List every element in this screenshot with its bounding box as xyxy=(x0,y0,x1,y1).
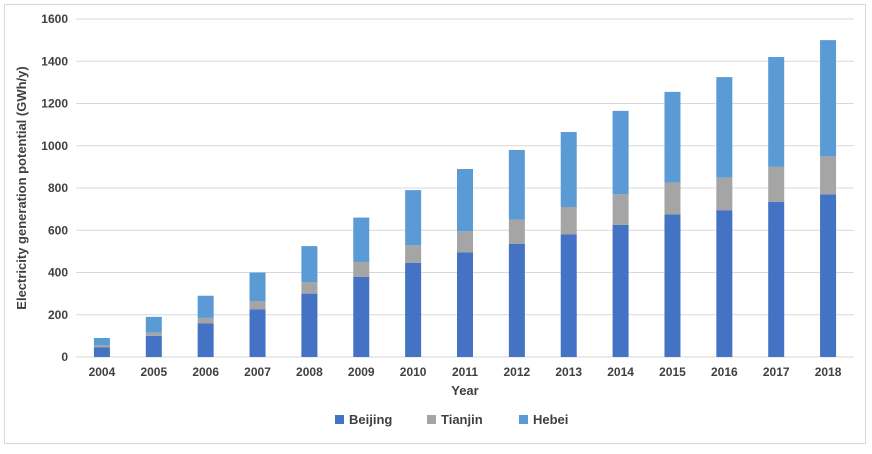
bar-beijing-2017 xyxy=(768,201,785,357)
bar-beijing-2018 xyxy=(820,194,837,357)
bar-tianjin-2008 xyxy=(301,282,318,294)
x-tick-label: 2006 xyxy=(192,365,219,379)
y-tick-label: 1000 xyxy=(41,139,68,153)
bar-beijing-2012 xyxy=(508,243,525,357)
bar-hebei-2013 xyxy=(560,132,577,208)
bar-tianjin-2005 xyxy=(145,332,162,336)
bar-tianjin-2017 xyxy=(768,166,785,202)
y-tick-label: 1400 xyxy=(41,54,68,68)
bar-tianjin-2016 xyxy=(716,177,733,211)
bar-tianjin-2018 xyxy=(820,156,837,195)
bar-beijing-2006 xyxy=(197,323,214,357)
legend: Beijing Tianjin Hebei xyxy=(335,412,568,427)
x-tick-label: 2014 xyxy=(607,365,634,379)
x-tick-label: 2008 xyxy=(296,365,323,379)
bar-hebei-2006 xyxy=(197,295,214,318)
x-tick-label: 2018 xyxy=(815,365,842,379)
y-tick-label: 800 xyxy=(48,181,68,195)
x-tick-label: 2017 xyxy=(763,365,790,379)
x-tick-label: 2004 xyxy=(89,365,116,379)
y-tick-label: 200 xyxy=(48,308,68,322)
bar-hebei-2012 xyxy=(508,149,525,220)
y-tick-label: 600 xyxy=(48,223,68,237)
bar-tianjin-2015 xyxy=(664,182,681,215)
y-axis-title: Electricity generation potential (GWh/y) xyxy=(14,66,29,309)
bar-beijing-2013 xyxy=(560,234,577,357)
x-axis-title: Year xyxy=(451,383,478,398)
x-tick-label: 2009 xyxy=(348,365,375,379)
legend-label-tianjin: Tianjin xyxy=(441,412,483,427)
legend-label-beijing: Beijing xyxy=(349,412,392,427)
x-tick-label: 2011 xyxy=(452,365,478,379)
bar-beijing-2007 xyxy=(249,309,266,357)
x-tick-label: 2005 xyxy=(140,365,167,379)
bar-beijing-2004 xyxy=(93,347,110,357)
y-tick-label: 0 xyxy=(61,350,68,364)
bar-beijing-2016 xyxy=(716,210,733,357)
x-tick-label: 2007 xyxy=(244,365,271,379)
bar-hebei-2004 xyxy=(93,337,110,346)
bar-hebei-2005 xyxy=(145,316,162,333)
bar-tianjin-2013 xyxy=(560,207,577,235)
bar-hebei-2018 xyxy=(820,40,837,157)
bar-tianjin-2014 xyxy=(612,194,629,225)
x-axis-ticks: 2004 2005 2006 2007 2008 2009 2010 2011 2012 2013… xyxy=(89,365,842,379)
bar-tianjin-2007 xyxy=(249,301,266,310)
bar-hebei-2017 xyxy=(768,57,785,167)
bar-tianjin-2012 xyxy=(508,219,525,244)
y-tick-label: 1600 xyxy=(41,12,68,26)
bar-hebei-2010 xyxy=(405,190,422,246)
bar-hebei-2016 xyxy=(716,77,733,178)
x-tick-label: 2013 xyxy=(555,365,582,379)
x-tick-label: 2012 xyxy=(504,365,531,379)
bar-beijing-2008 xyxy=(301,293,318,357)
bar-tianjin-2004 xyxy=(93,345,110,348)
y-axis-ticks: 0 200 400 600 800 1000 1200 1400 1600 xyxy=(41,12,68,364)
y-tick-label: 1200 xyxy=(41,97,68,111)
bar-hebei-2009 xyxy=(353,217,370,262)
bar-hebei-2008 xyxy=(301,246,318,283)
bar-hebei-2015 xyxy=(664,91,681,183)
x-tick-label: 2010 xyxy=(400,365,427,379)
bars xyxy=(93,40,837,357)
bar-hebei-2011 xyxy=(457,168,473,232)
x-tick-label: 2016 xyxy=(711,365,738,379)
bar-beijing-2014 xyxy=(612,224,629,357)
bar-beijing-2011 xyxy=(457,252,473,357)
bar-hebei-2014 xyxy=(612,110,629,195)
bar-tianjin-2006 xyxy=(197,317,214,324)
legend-swatch-hebei xyxy=(519,415,528,424)
bar-beijing-2010 xyxy=(405,262,422,357)
bar-hebei-2007 xyxy=(249,272,266,302)
legend-swatch-beijing xyxy=(335,415,344,424)
bar-beijing-2009 xyxy=(353,276,370,357)
bar-tianjin-2010 xyxy=(405,245,422,263)
bar-tianjin-2009 xyxy=(353,261,370,277)
legend-swatch-tianjin xyxy=(427,415,436,424)
legend-label-hebei: Hebei xyxy=(533,412,568,427)
bar-tianjin-2011 xyxy=(457,231,473,253)
bar-beijing-2005 xyxy=(145,335,162,357)
y-tick-label: 400 xyxy=(48,266,68,280)
x-tick-label: 2015 xyxy=(659,365,686,379)
bar-beijing-2015 xyxy=(664,214,681,357)
